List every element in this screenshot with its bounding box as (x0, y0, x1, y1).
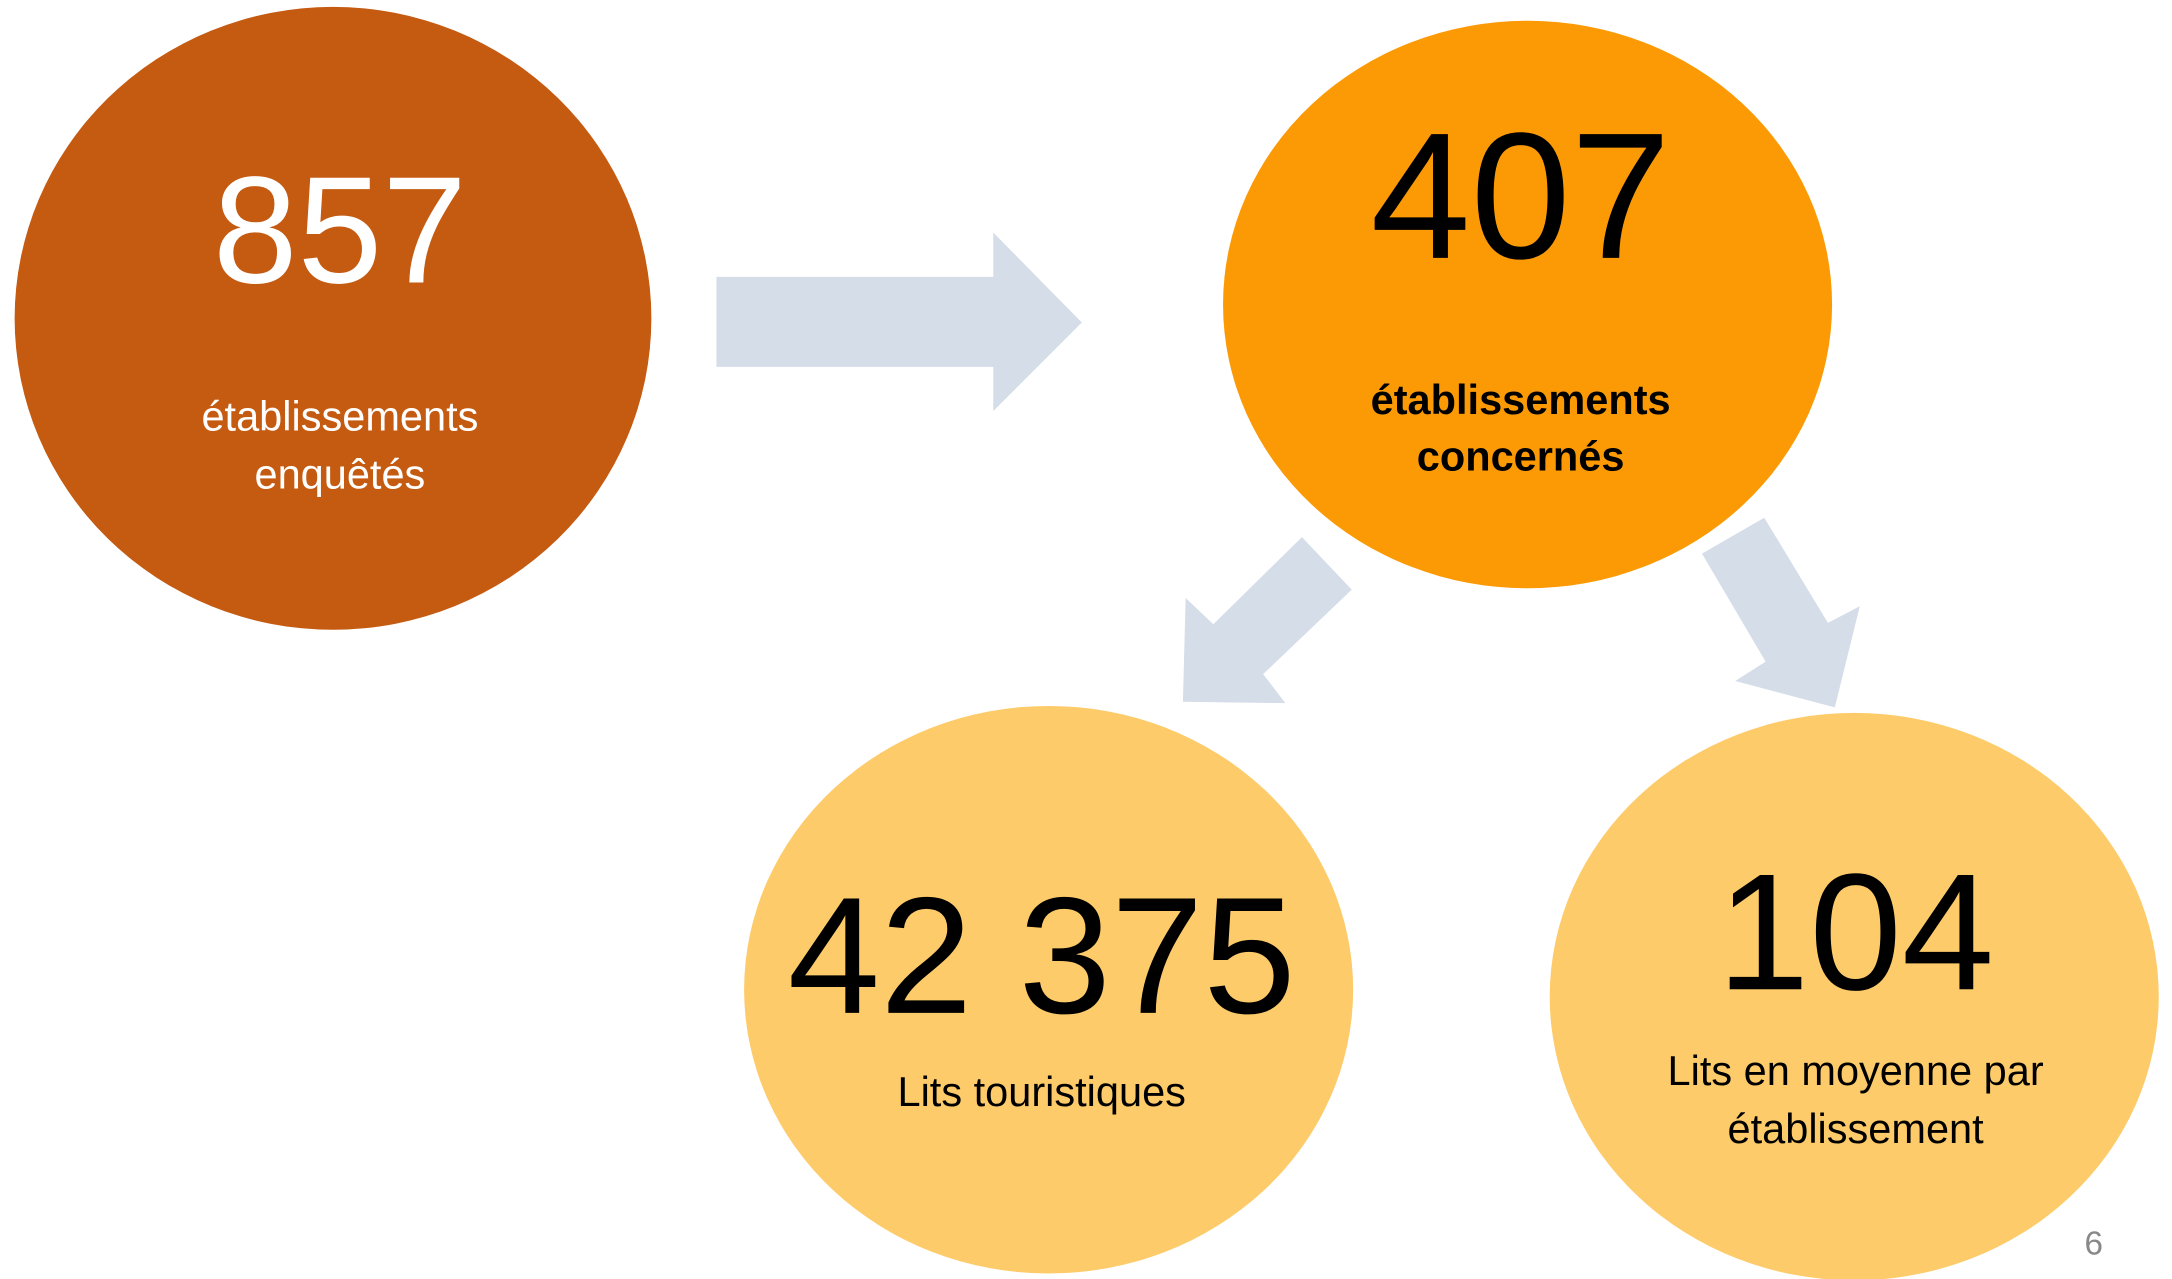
node-label: Lits touristiques (897, 1068, 1185, 1115)
node-circle (14, 6, 652, 630)
node-circle (744, 705, 1354, 1274)
node-label: Lits en moyenne par (1668, 1047, 2044, 1094)
node-value: 42 375 (788, 864, 1296, 1049)
node-label: concernés (1417, 433, 1625, 480)
arrow-down-right (1701, 517, 1860, 708)
node-value: 407 (1371, 96, 1671, 297)
node-value: 857 (213, 145, 467, 315)
node-label: établissements (1371, 376, 1671, 423)
node-value: 104 (1717, 840, 1994, 1025)
node-circle (1549, 712, 2159, 1279)
arrow-right (716, 232, 1082, 412)
node-label: enquêtés (255, 451, 426, 498)
node-label: établissement (1728, 1105, 1985, 1152)
node-circle (1223, 20, 1833, 589)
arrow-down-left (1182, 537, 1352, 704)
node-label: établissements (201, 392, 478, 439)
page-number: 6 (2084, 1226, 2102, 1263)
